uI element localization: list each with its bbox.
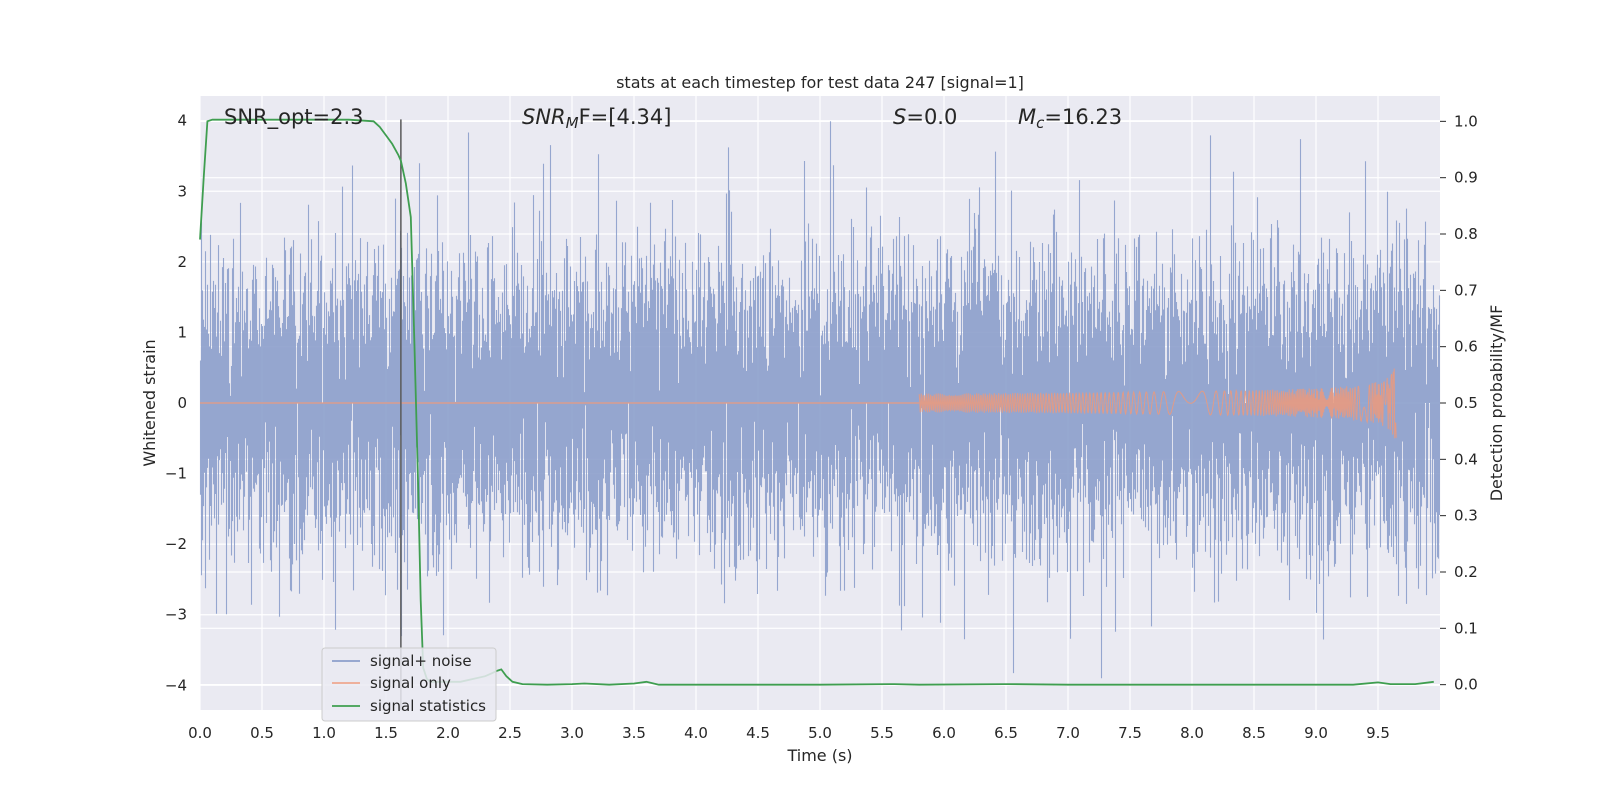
x-axis-label: Time (s) <box>786 746 852 765</box>
y2-axis-label: Detection probability/MF <box>1487 305 1506 502</box>
annotation-s-suffix: =0.0 <box>906 105 957 129</box>
annotation-snr-mf-prefix: SNR <box>522 105 566 129</box>
x-tick-label: 8.0 <box>1180 724 1204 742</box>
x-tick-label: 5.5 <box>870 724 894 742</box>
y-tick-label: 0 <box>177 394 187 412</box>
x-tick-label: 7.0 <box>1056 724 1080 742</box>
annotation-mc-prefix: M <box>1018 105 1036 129</box>
x-tick-label: 9.5 <box>1366 724 1390 742</box>
x-tick-label: 3.0 <box>560 724 584 742</box>
y-tick-label: 4 <box>177 112 187 130</box>
legend-label-signal-noise: signal+ noise <box>370 652 472 670</box>
x-tick-label: 1.5 <box>374 724 398 742</box>
x-tick-label: 6.0 <box>932 724 956 742</box>
x-tick-label: 4.5 <box>746 724 770 742</box>
y2-tick-label: 0.6 <box>1454 338 1478 356</box>
x-tick-label: 3.5 <box>622 724 646 742</box>
y-tick-label: 2 <box>177 253 187 271</box>
y2-tick-label: 0.9 <box>1454 169 1478 187</box>
chart-title: stats at each timestep for test data 247… <box>616 73 1024 92</box>
legend-label-signal-statistics: signal statistics <box>370 697 486 715</box>
x-tick-label: 2.5 <box>498 724 522 742</box>
x-tick-label: 7.5 <box>1118 724 1142 742</box>
y2-tick-label: 0.8 <box>1454 225 1478 243</box>
x-tick-label: 1.0 <box>312 724 336 742</box>
y-tick-label: 1 <box>177 323 187 341</box>
signal-only-series <box>200 368 1397 439</box>
x-tick-label: 0.0 <box>188 724 212 742</box>
annotation-snr-mf: SNRMF=[4.34] <box>522 105 671 132</box>
y-tick-label: −2 <box>165 535 187 553</box>
x-tick-label: 2.0 <box>436 724 460 742</box>
y-tick-label: 3 <box>177 182 187 200</box>
x-tick-label: 5.0 <box>808 724 832 742</box>
y2-tick-label: 1.0 <box>1454 112 1478 130</box>
y-tick-labels: 4 3 2 1 0 −1 −2 −3 −4 <box>165 112 187 695</box>
y-tick-label: −4 <box>165 676 187 694</box>
legend: signal+ noise signal only signal statist… <box>321 647 497 722</box>
annotation-snr-mf-suffix: F=[4.34] <box>579 105 672 129</box>
annotation-s: S=0.0 <box>893 105 957 129</box>
y2-tick-labels: 1.0 0.9 0.8 0.7 0.6 0.5 0.4 0.3 0.2 0.1 0.0 <box>1440 112 1478 694</box>
y2-tick-label: 0.7 <box>1454 281 1478 299</box>
y-tick-label: −3 <box>165 606 187 624</box>
y2-tick-label: 0.4 <box>1454 450 1478 468</box>
x-tick-label: 0.5 <box>250 724 274 742</box>
y2-tick-label: 0.2 <box>1454 563 1478 581</box>
y2-tick-label: 0.0 <box>1454 676 1478 694</box>
signal-noise-series <box>199 121 1441 679</box>
x-tick-label: 6.5 <box>994 724 1018 742</box>
x-tick-label: 9.0 <box>1304 724 1328 742</box>
annotation-snr-mf-sub: M <box>566 114 579 132</box>
annotation-s-prefix: S <box>893 105 906 129</box>
y2-tick-label: 0.3 <box>1454 507 1478 525</box>
annotation-mc: Mc=16.23 <box>1018 105 1122 132</box>
annotation-snr-opt: SNR_opt=2.3 <box>224 105 364 130</box>
annotation-mc-suffix: =16.23 <box>1044 105 1122 129</box>
x-tick-label: 4.0 <box>684 724 708 742</box>
y2-tick-label: 0.5 <box>1454 394 1478 412</box>
legend-frame <box>321 647 497 722</box>
y-tick-label: −1 <box>165 465 187 483</box>
noise-trace <box>199 121 1441 679</box>
legend-label-signal-only: signal only <box>370 674 451 692</box>
y2-tick-label: 0.1 <box>1454 619 1478 637</box>
signal-only-chirp <box>918 368 1397 439</box>
x-tick-label: 8.5 <box>1242 724 1266 742</box>
x-tick-labels: 0.0 0.5 1.0 1.5 2.0 2.5 3.0 3.5 4.0 4.5 5.0 5.5 6.0 6… <box>188 724 1390 742</box>
annotation-mc-sub: c <box>1036 114 1045 132</box>
y-axis-label: Whitened strain <box>140 339 159 466</box>
